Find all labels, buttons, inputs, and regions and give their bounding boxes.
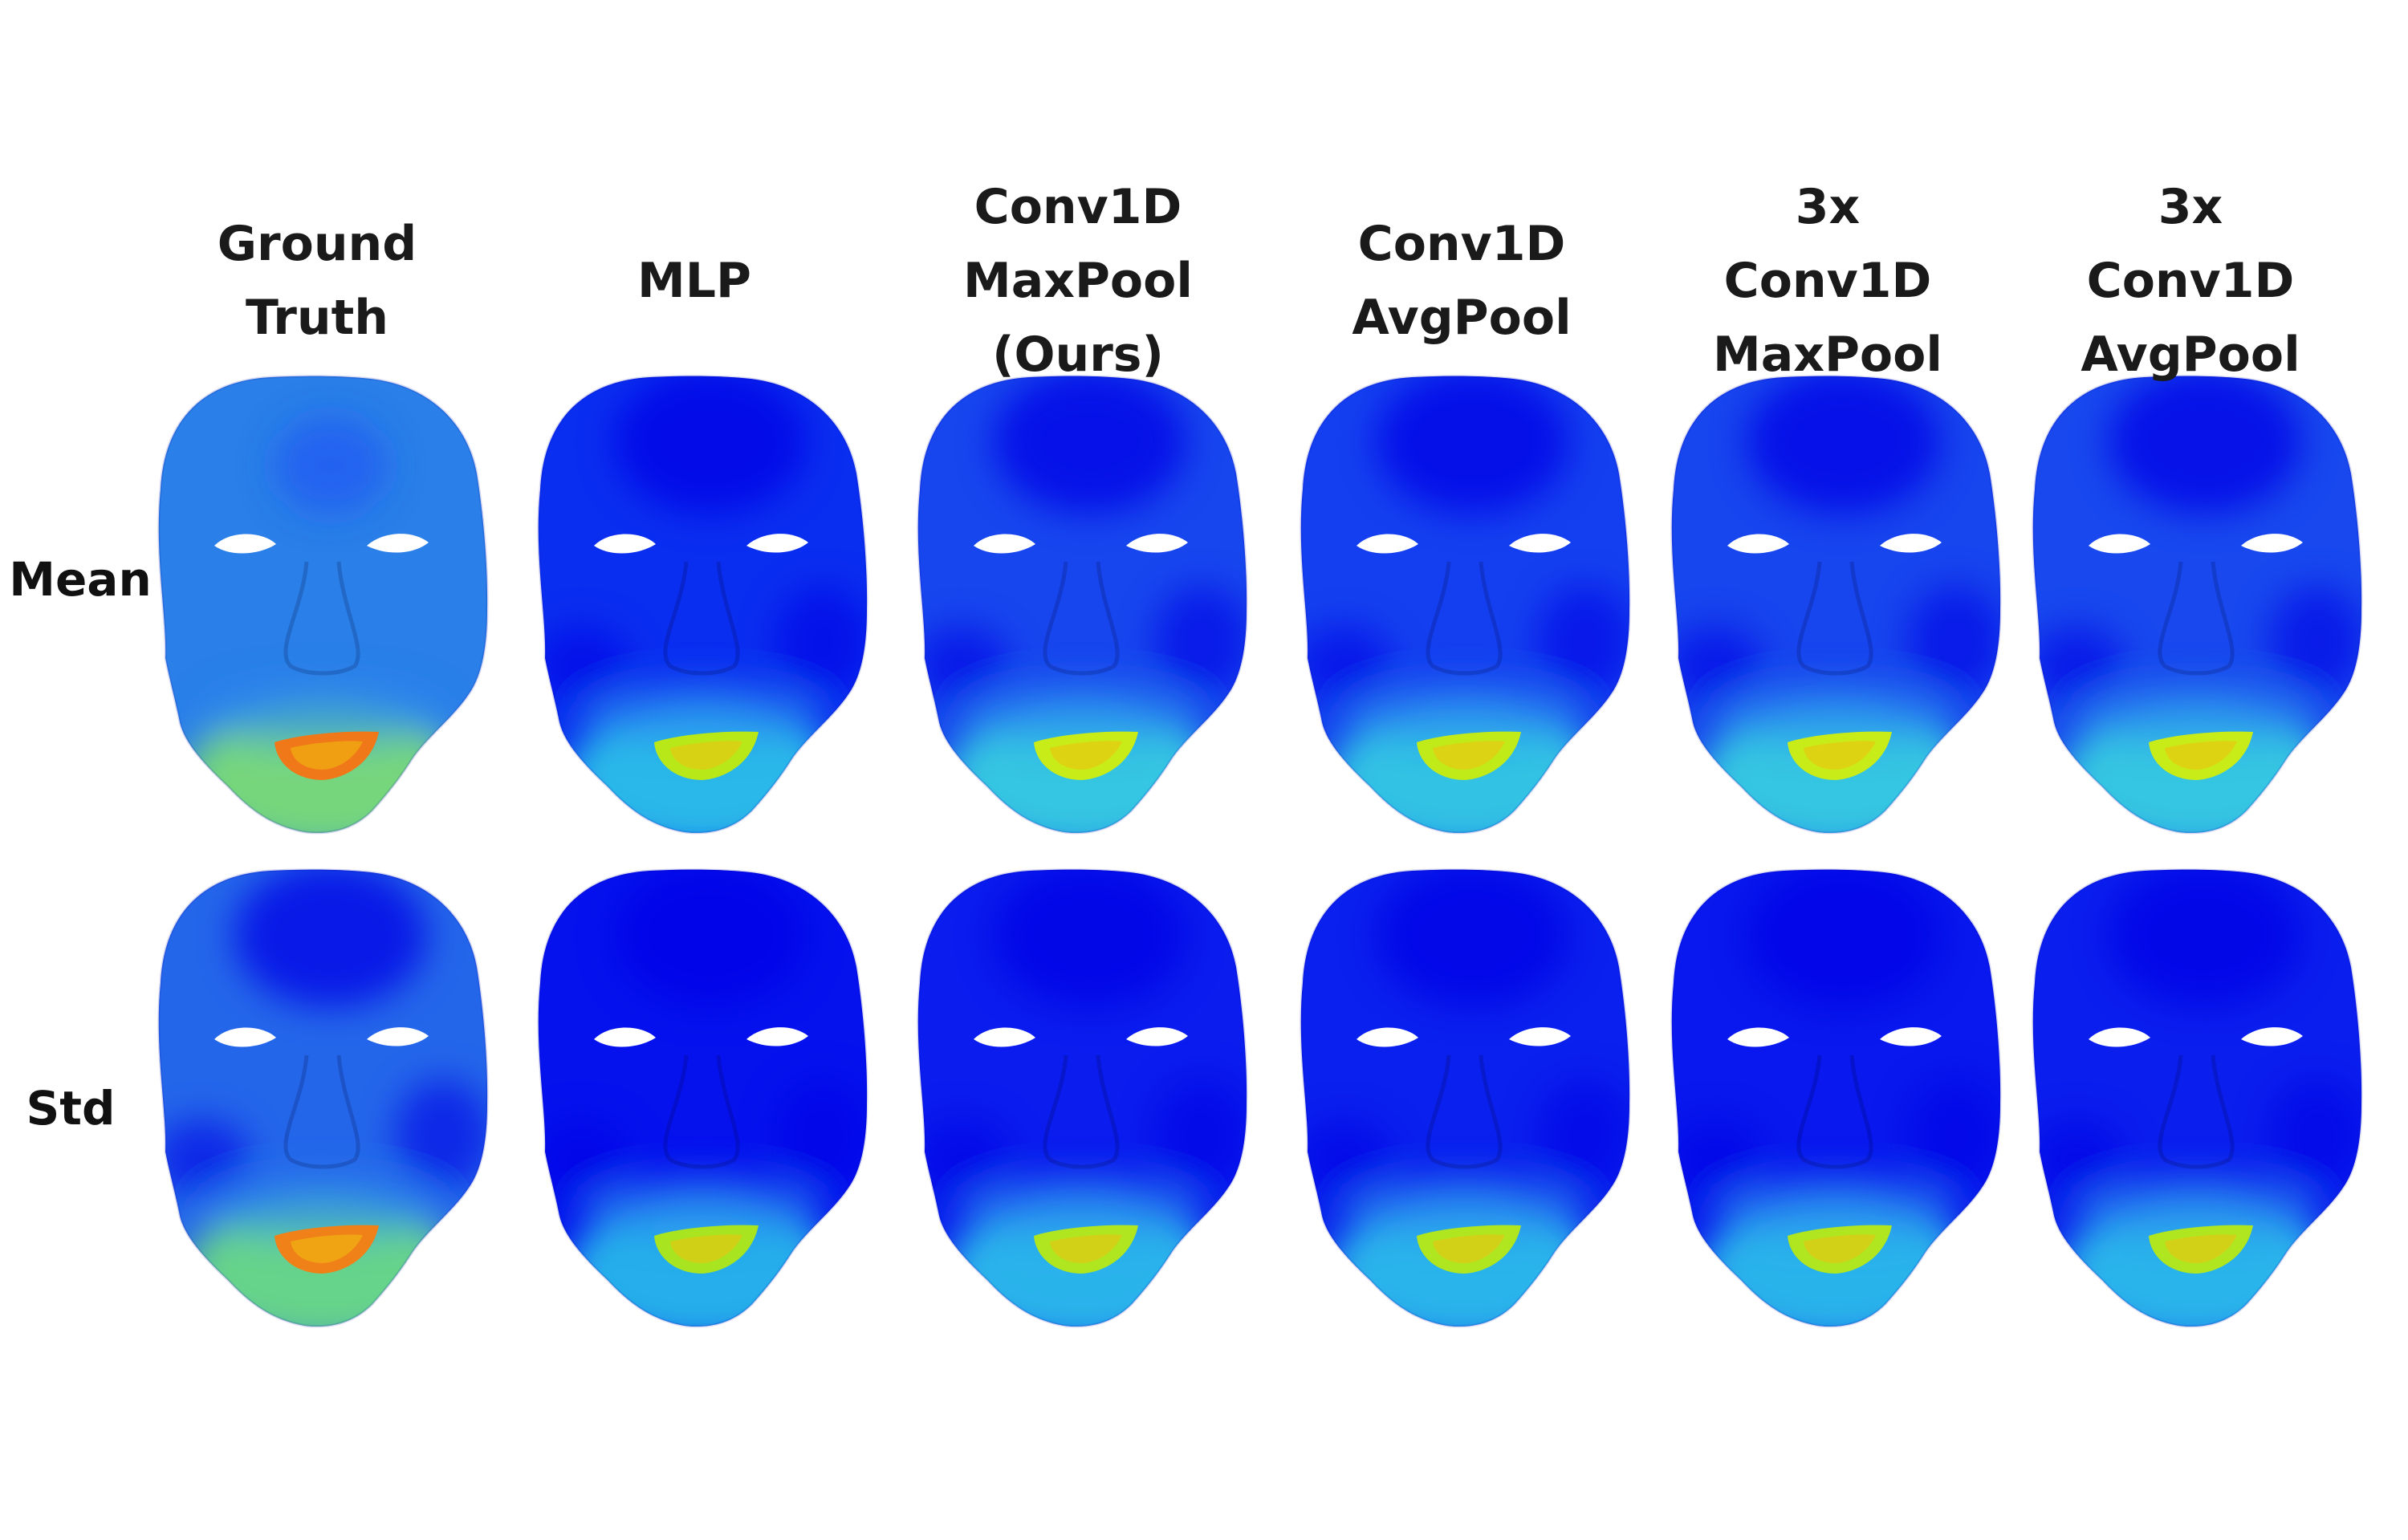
row-label-std: Std: [26, 1081, 116, 1136]
face-heatmap: [2032, 375, 2363, 835]
column-header-line: 3x: [1795, 179, 1861, 235]
face-heatmap: [157, 868, 489, 1328]
face-heatmap: [1300, 375, 1631, 835]
face-heatmap: [917, 868, 1248, 1328]
column-header-conv1d-maxpool-ours: Conv1D MaxPool (Ours): [893, 161, 1263, 401]
column-header-3x-conv1d-avgpool: 3x Conv1D AvgPool: [2006, 161, 2375, 401]
column-header-line: AvgPool: [1352, 290, 1572, 346]
column-header-line: (Ours): [992, 327, 1164, 383]
column-header-line: Conv1D: [974, 179, 1182, 235]
face-heatmap: [1670, 868, 2002, 1328]
column-header-line: Conv1D: [1357, 216, 1566, 272]
column-header-ground-truth: Ground Truth: [132, 161, 502, 401]
column-header-line: Truth: [245, 290, 389, 346]
column-header-mlp: MLP: [510, 161, 879, 401]
column-header-line: 3x: [2158, 179, 2223, 235]
column-header-line: MLP: [637, 253, 751, 309]
column-header-3x-conv1d-maxpool: 3x Conv1D MaxPool: [1643, 161, 2012, 401]
face-heatmap: [917, 375, 1248, 835]
column-header-line: Ground: [217, 216, 417, 272]
column-header-line: AvgPool: [2081, 327, 2300, 383]
face-heatmap: [537, 868, 868, 1328]
face-heatmap: [2032, 868, 2363, 1328]
column-header-line: MaxPool: [1713, 327, 1942, 383]
column-header-line: Conv1D: [2086, 253, 2295, 309]
row-label-mean: Mean: [9, 552, 152, 607]
face-heatmap: [157, 375, 489, 835]
face-heatmap: [1300, 868, 1631, 1328]
column-header-line: MaxPool: [963, 253, 1193, 309]
column-header-conv1d-avgpool: Conv1D AvgPool: [1277, 161, 1646, 401]
face-heatmap: [1670, 375, 2002, 835]
column-header-line: Conv1D: [1723, 253, 1932, 309]
face-heatmap: [537, 375, 868, 835]
